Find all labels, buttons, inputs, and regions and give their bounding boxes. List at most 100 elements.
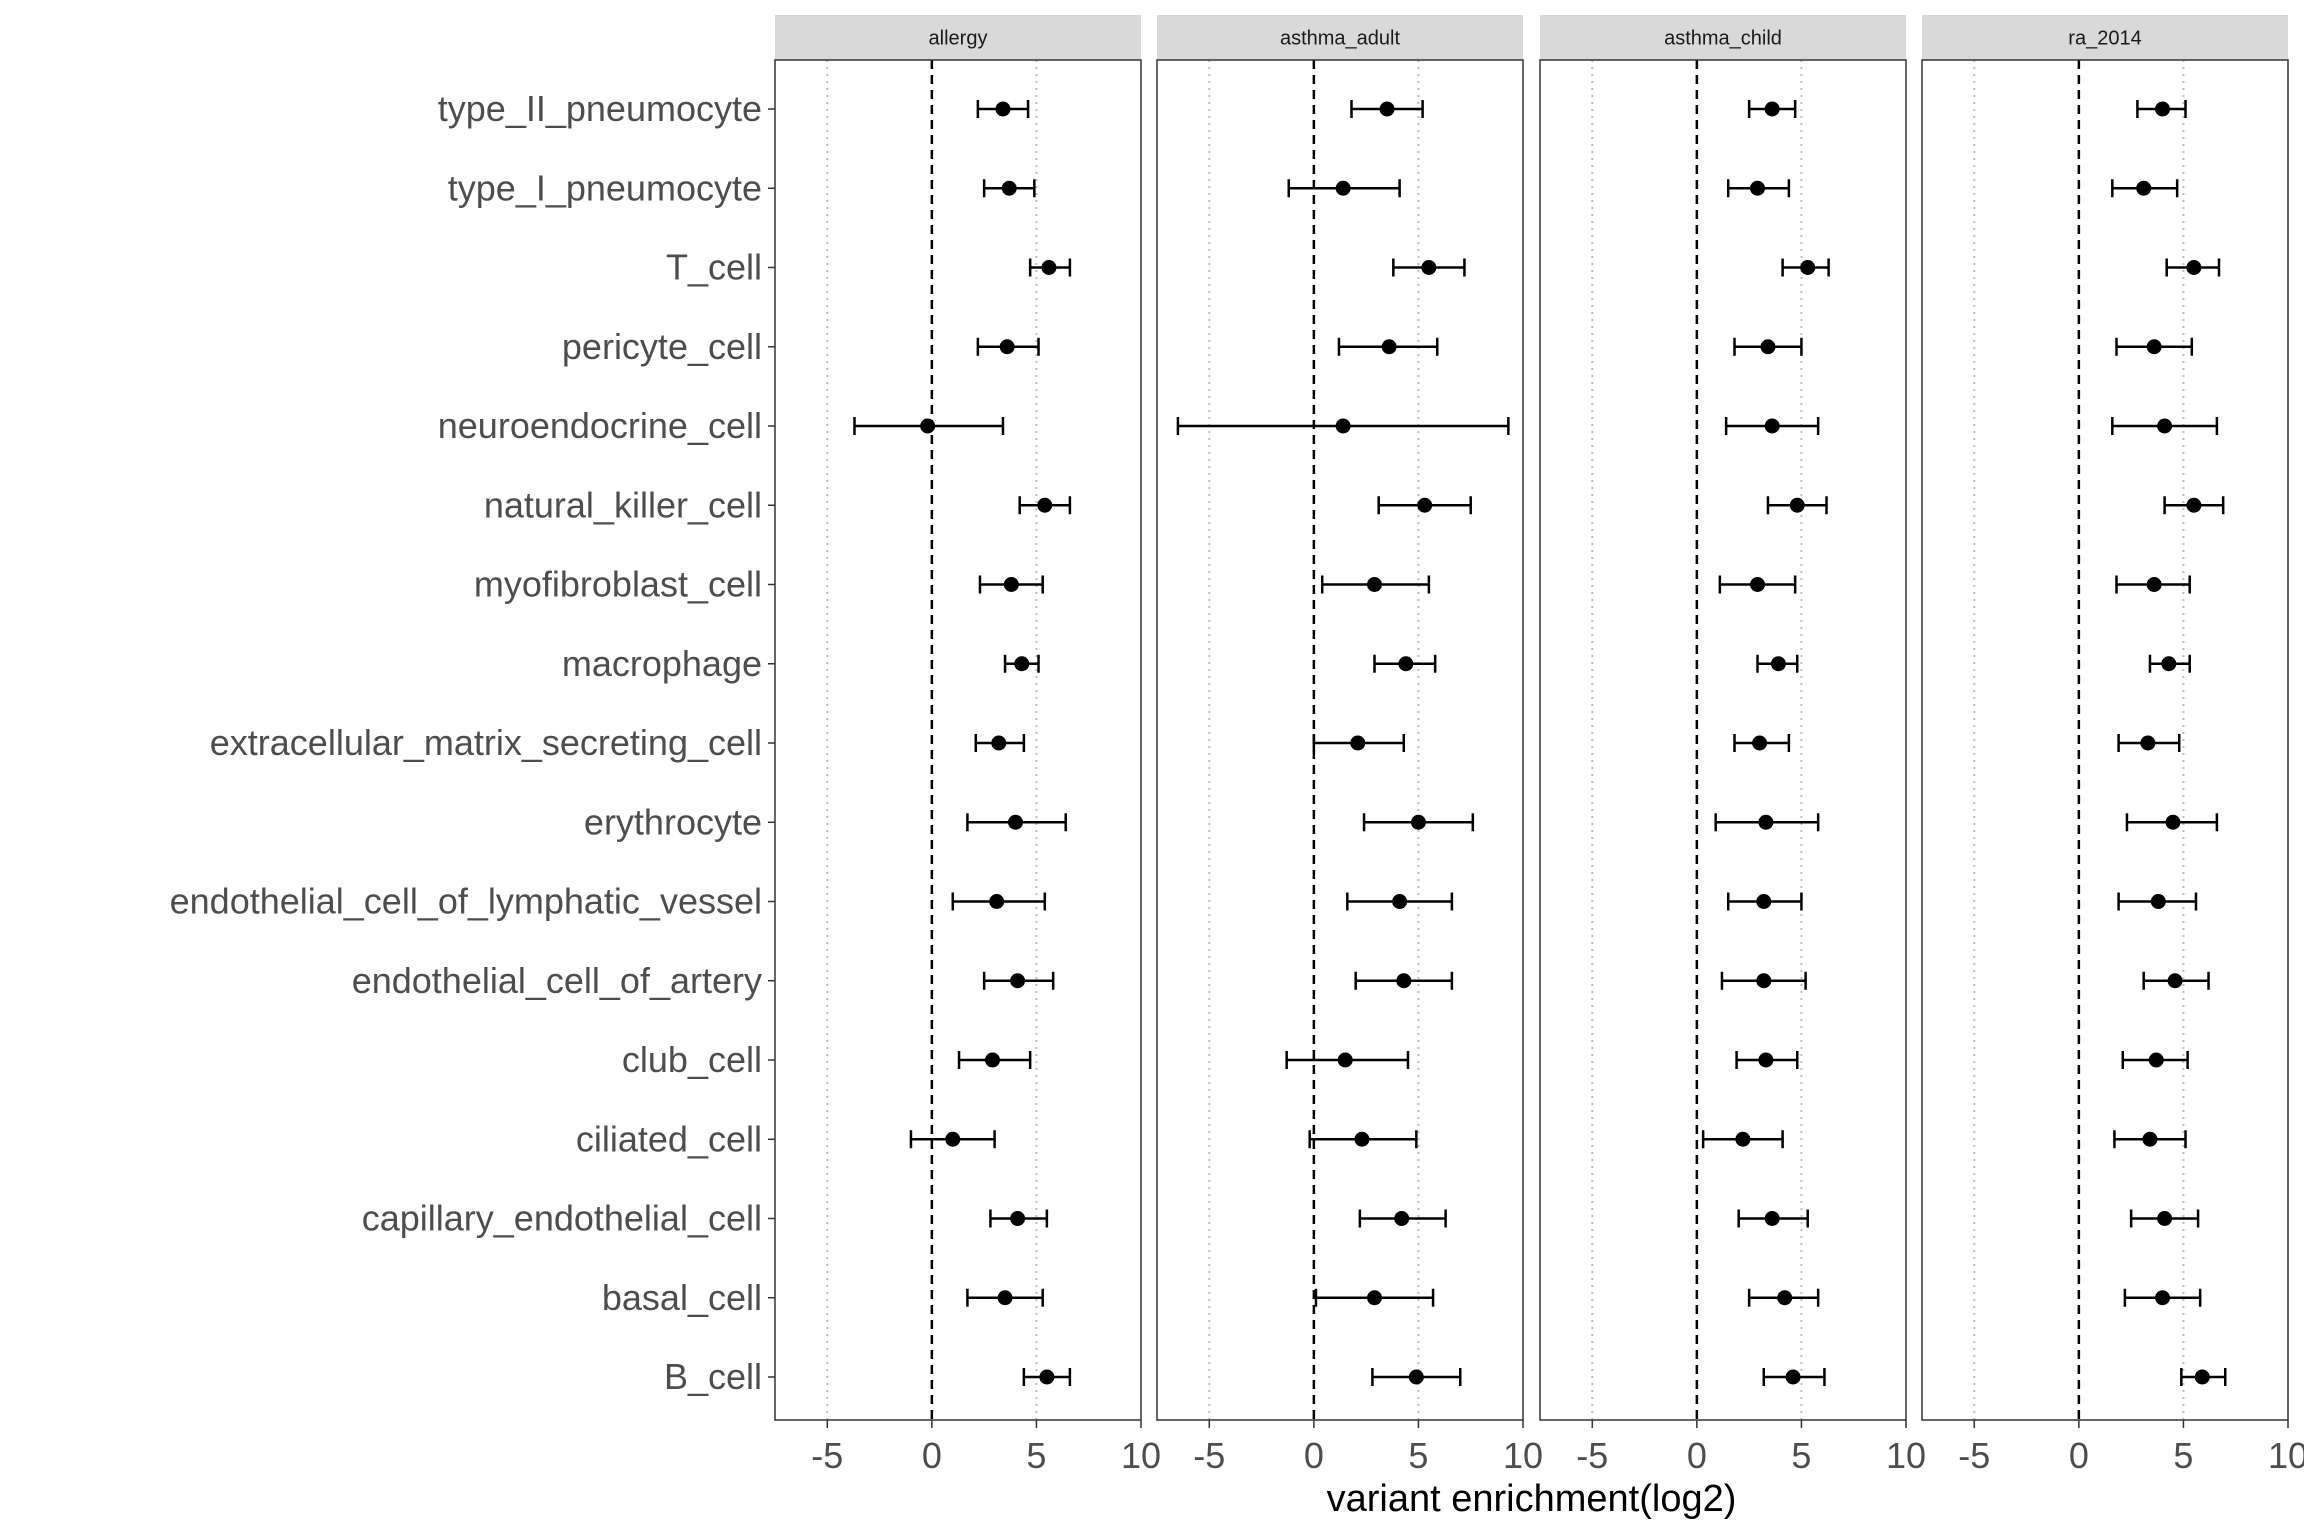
data-point bbox=[1785, 1369, 1801, 1385]
data-point bbox=[1335, 180, 1351, 196]
data-point bbox=[2157, 418, 2173, 434]
data-point bbox=[2148, 1052, 2164, 1068]
data-point bbox=[2161, 656, 2177, 672]
data-point bbox=[1758, 814, 1774, 830]
x-tick-label: 0 bbox=[1687, 1435, 1707, 1476]
data-point bbox=[1770, 656, 1786, 672]
data-point bbox=[1764, 418, 1780, 434]
y-tick-label: basal_cell bbox=[602, 1277, 762, 1318]
data-point bbox=[1756, 973, 1772, 989]
data-point bbox=[1394, 1211, 1410, 1226]
facet-panel-ra_2014: ra_2014 -5 0 5 10 bbox=[1921, 15, 2304, 1476]
y-tick-label: pericyte_cell bbox=[562, 326, 762, 367]
data-point bbox=[1379, 101, 1395, 117]
y-tick-label: endothelial_cell_of_artery bbox=[352, 960, 762, 1001]
data-point bbox=[1758, 1052, 1774, 1068]
facet-strip bbox=[1157, 15, 1523, 60]
y-axis-labels: type_II_pneumocyte type_I_pneumocyte T_cel… bbox=[170, 88, 775, 1397]
data-point bbox=[1752, 735, 1768, 751]
data-point bbox=[1760, 339, 1776, 355]
data-point bbox=[1337, 1052, 1353, 1068]
panel-border bbox=[774, 59, 1142, 1421]
data-point bbox=[1381, 339, 1397, 355]
data-point bbox=[1408, 1369, 1424, 1385]
data-point bbox=[985, 1052, 1001, 1068]
facet-strip-label: asthma_adult bbox=[1280, 28, 1401, 50]
x-tick-label: -5 bbox=[1576, 1435, 1608, 1476]
data-point bbox=[1410, 814, 1426, 830]
x-tick-label: 5 bbox=[1026, 1435, 1046, 1476]
data-point bbox=[2136, 180, 2152, 196]
facet-strip bbox=[1540, 15, 1906, 60]
data-point bbox=[945, 1131, 961, 1147]
data-point bbox=[2155, 1290, 2171, 1306]
data-point bbox=[1800, 260, 1816, 275]
x-tick-label: 10 bbox=[2268, 1435, 2304, 1476]
data-point bbox=[2167, 973, 2183, 989]
data-point bbox=[2186, 260, 2202, 275]
data-point bbox=[991, 735, 1007, 751]
data-point bbox=[1750, 577, 1766, 592]
data-point bbox=[2142, 1131, 2158, 1147]
y-tick-label: extracellular_matrix_secreting_cell bbox=[210, 722, 762, 763]
data-point bbox=[1764, 101, 1780, 117]
data-point bbox=[1001, 180, 1017, 196]
data-point bbox=[1037, 497, 1053, 513]
data-point bbox=[1014, 656, 1030, 672]
facet-strip bbox=[1922, 15, 2288, 60]
x-tick-label: 0 bbox=[2069, 1435, 2089, 1476]
facet-panel-asthma_child: asthma_child -5 0 5 10 bbox=[1539, 15, 1926, 1476]
data-point bbox=[2150, 894, 2166, 909]
x-axis-title: variant enrichment(log2) bbox=[1327, 1478, 1737, 1520]
data-point bbox=[2146, 577, 2162, 592]
data-point bbox=[1008, 814, 1024, 830]
y-tick-label: endothelial_cell_of_lymphatic_vessel bbox=[170, 881, 762, 922]
data-point bbox=[1417, 497, 1433, 513]
x-tick-label: -5 bbox=[1193, 1435, 1225, 1476]
y-tick-label: club_cell bbox=[622, 1039, 762, 1080]
data-point bbox=[1003, 577, 1019, 592]
data-point bbox=[2146, 339, 2162, 355]
x-tick-label: 5 bbox=[1408, 1435, 1428, 1476]
data-point bbox=[1350, 735, 1366, 751]
data-point bbox=[2155, 101, 2171, 117]
data-point bbox=[1367, 577, 1383, 592]
data-point bbox=[1354, 1131, 1370, 1147]
x-tick-label: 10 bbox=[1503, 1435, 1543, 1476]
data-point bbox=[1789, 497, 1805, 513]
data-point bbox=[989, 894, 1005, 909]
facet-strip bbox=[775, 15, 1141, 60]
data-point bbox=[1750, 180, 1766, 196]
y-tick-label: natural_killer_cell bbox=[484, 484, 762, 525]
facet-strip-label: ra_2014 bbox=[2068, 28, 2141, 50]
data-point bbox=[2194, 1369, 2210, 1385]
panel-border bbox=[1156, 59, 1524, 1421]
data-point bbox=[1396, 973, 1412, 989]
x-tick-label: 10 bbox=[1121, 1435, 1161, 1476]
x-tick-label: 10 bbox=[1886, 1435, 1926, 1476]
y-tick-label: neuroendocrine_cell bbox=[438, 405, 762, 446]
data-point bbox=[995, 101, 1011, 117]
y-tick-label: capillary_endothelial_cell bbox=[362, 1198, 762, 1239]
y-tick-label: type_II_pneumocyte bbox=[438, 88, 762, 129]
x-tick-label: -5 bbox=[811, 1435, 843, 1476]
x-tick-label: 0 bbox=[1304, 1435, 1324, 1476]
panel-border bbox=[1921, 59, 2289, 1421]
panel-border bbox=[1539, 59, 1907, 1421]
y-tick-label: B_cell bbox=[664, 1356, 762, 1397]
data-point bbox=[2165, 814, 2181, 830]
facet-panel-asthma_adult: asthma_adult -5 0 5 10 bbox=[1156, 15, 1543, 1476]
data-point bbox=[1010, 1211, 1026, 1226]
y-tick-label: erythrocyte bbox=[584, 801, 762, 842]
data-point bbox=[1764, 1211, 1780, 1226]
data-point bbox=[1010, 973, 1026, 989]
data-point bbox=[2186, 497, 2202, 513]
data-point bbox=[1335, 418, 1351, 434]
data-point bbox=[1398, 656, 1414, 672]
data-point bbox=[2157, 1211, 2173, 1226]
y-tick-label: T_cell bbox=[666, 247, 762, 288]
x-tick-label: 5 bbox=[1791, 1435, 1811, 1476]
y-tick-label: ciliated_cell bbox=[576, 1118, 762, 1159]
